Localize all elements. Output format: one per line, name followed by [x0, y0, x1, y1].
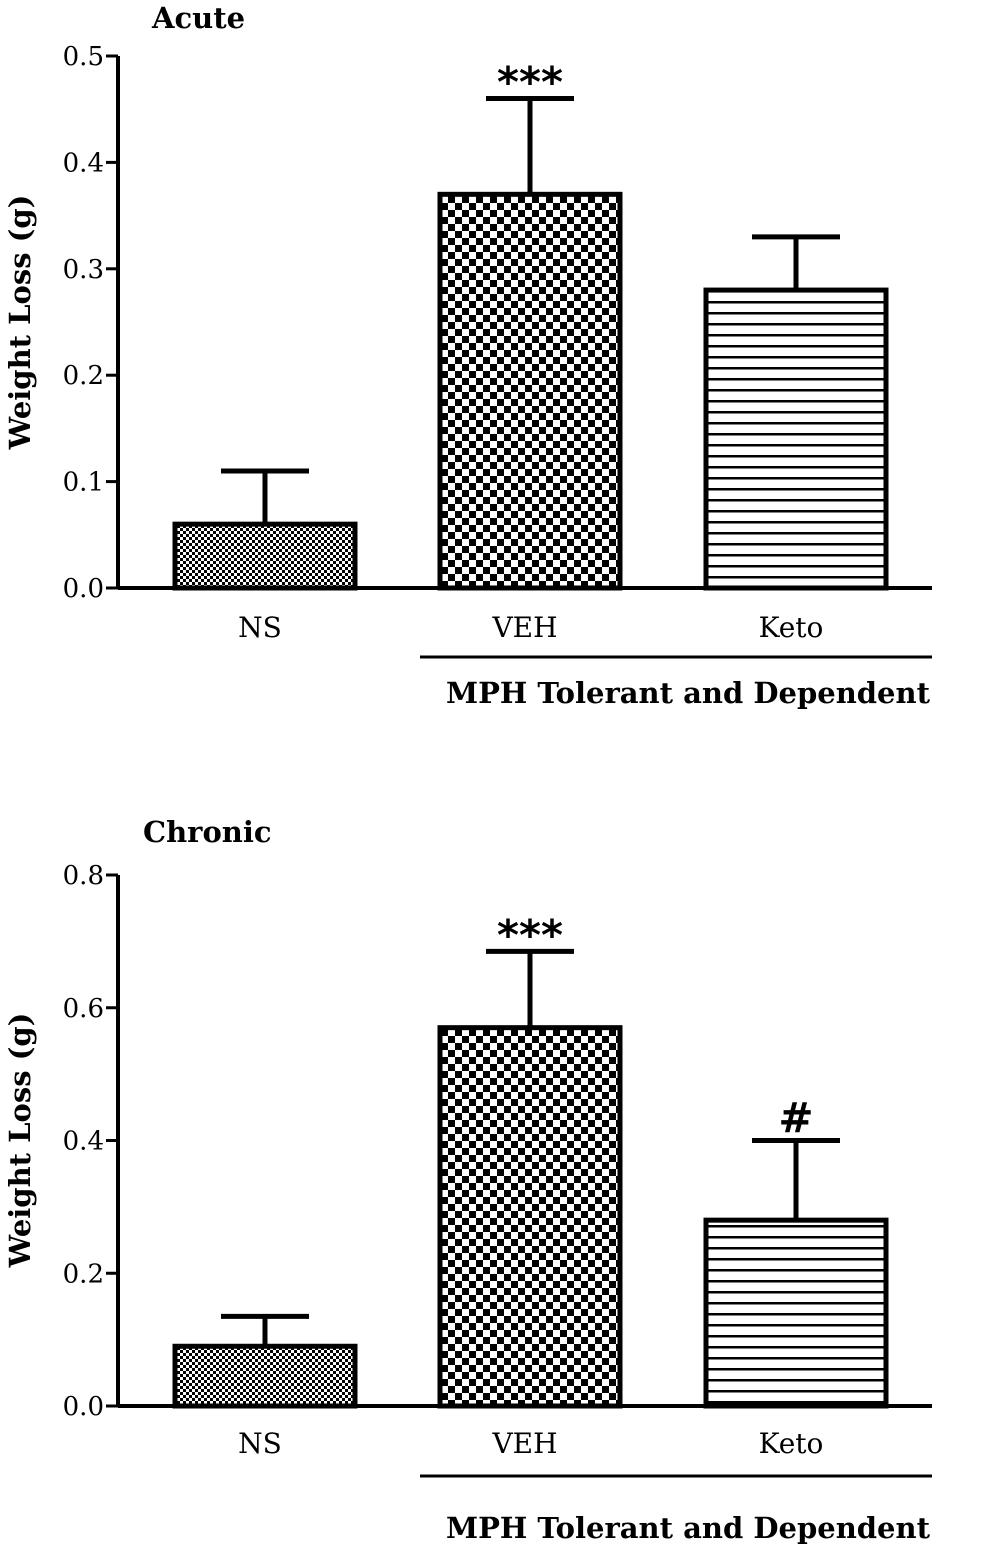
- group-label: MPH Tolerant and Dependent: [446, 1511, 931, 1545]
- chart-title: Chronic: [143, 815, 272, 849]
- y-axis-label: Weight Loss (g): [3, 1013, 37, 1269]
- y-tick-label: 0.5: [63, 42, 104, 72]
- x-category-label: Keto: [759, 1427, 824, 1460]
- x-category-label: VEH: [491, 611, 557, 644]
- y-tick-label: 0.2: [63, 1259, 104, 1289]
- bar-keto: [703, 287, 889, 591]
- y-tick-label: 0.4: [63, 148, 104, 178]
- chart-title: Acute: [151, 1, 245, 35]
- chart-acute: Acute Weight Loss (g) 0.0 0.1 0.2 0.3 0.4 0.5…: [3, 1, 932, 710]
- y-tick-label: 0.3: [63, 255, 104, 285]
- x-axis-categories: NS VEH Keto: [238, 1427, 823, 1460]
- y-axis-ticks: 0.0 0.1 0.2 0.3 0.4 0.5: [63, 42, 118, 604]
- y-tick-label: 0.0: [63, 574, 104, 604]
- error-bars: [221, 948, 840, 1347]
- y-tick-label: 0.1: [63, 468, 104, 498]
- y-axis-ticks: 0.0 0.2 0.4 0.6 0.8: [63, 861, 118, 1422]
- y-tick-label: 0.6: [63, 994, 104, 1024]
- bar-keto: [703, 1217, 889, 1409]
- y-tick-label: 0.2: [63, 361, 104, 391]
- x-category-label: Keto: [759, 611, 824, 644]
- bar-ns: [172, 1343, 358, 1409]
- bar-ns: [172, 521, 358, 591]
- error-bars: [221, 96, 840, 525]
- x-category-label: VEH: [491, 1427, 557, 1460]
- bars: [172, 1025, 889, 1409]
- annotations: ***: [497, 58, 563, 107]
- x-category-label: NS: [238, 611, 282, 644]
- significance-marker: ***: [497, 910, 563, 959]
- chart-chronic: Chronic Weight Loss (g) 0.00.20.40.60.8 …: [3, 815, 932, 1545]
- y-axis-label: Weight Loss (g): [3, 195, 37, 451]
- group-label: MPH Tolerant and Dependent: [446, 676, 931, 710]
- significance-marker: ***: [497, 58, 563, 107]
- y-tick-label: 0.0: [63, 1392, 104, 1422]
- x-axis-categories: NS VEH Keto: [238, 611, 823, 644]
- bars: [172, 191, 889, 591]
- bar-veh: [437, 1025, 623, 1409]
- y-tick-label: 0.4: [63, 1127, 104, 1157]
- y-tick-label: 0.8: [63, 861, 104, 891]
- bar-veh: [437, 191, 623, 591]
- x-category-label: NS: [238, 1427, 282, 1460]
- annotations: *** #: [497, 910, 814, 1142]
- significance-marker: #: [778, 1094, 813, 1143]
